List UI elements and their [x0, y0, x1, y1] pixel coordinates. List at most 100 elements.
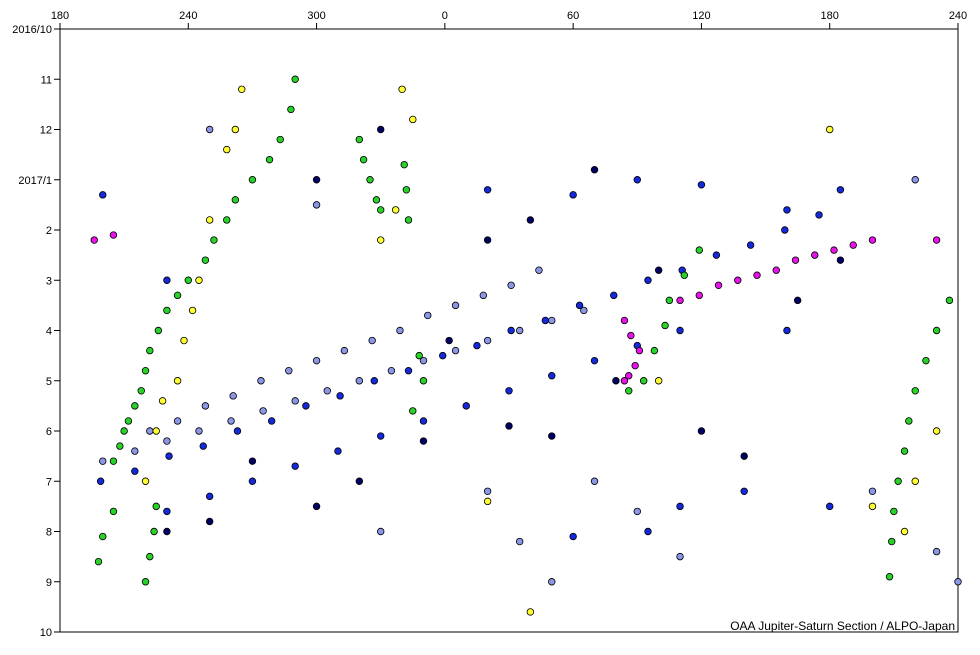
point — [625, 372, 633, 380]
point — [746, 241, 755, 249]
point — [312, 201, 321, 209]
point — [640, 377, 648, 385]
point — [932, 326, 941, 335]
point — [830, 246, 838, 254]
point — [905, 417, 913, 425]
point — [285, 367, 293, 375]
x-tick-label: 240 — [949, 10, 967, 22]
y-tick-label: 6 — [46, 426, 52, 438]
point — [163, 437, 171, 445]
point — [312, 176, 321, 184]
point — [868, 236, 877, 244]
x-tick-label: 60 — [567, 10, 579, 22]
point — [368, 336, 376, 345]
point — [398, 85, 406, 93]
x-tick-label: 240 — [179, 10, 197, 22]
y-tick-label: 2 — [46, 225, 52, 237]
point — [291, 75, 299, 83]
point — [146, 552, 154, 561]
y-tick-label: 2017/1 — [18, 175, 52, 187]
point — [633, 176, 641, 184]
point — [676, 502, 684, 511]
point — [654, 377, 663, 385]
point — [590, 165, 599, 174]
point — [631, 361, 639, 370]
point — [575, 301, 584, 310]
point — [150, 527, 158, 536]
point — [302, 402, 310, 410]
point — [173, 377, 182, 385]
x-tick-label: 0 — [442, 10, 448, 22]
point — [740, 452, 748, 460]
point — [535, 266, 543, 274]
point — [911, 387, 919, 395]
point — [131, 467, 139, 475]
point — [676, 296, 684, 305]
point — [644, 276, 652, 284]
point — [229, 392, 237, 400]
point — [99, 457, 107, 465]
point — [826, 502, 834, 511]
point — [885, 573, 894, 581]
point — [697, 181, 706, 189]
point — [424, 311, 432, 320]
point — [714, 281, 723, 289]
point — [387, 367, 396, 375]
point — [712, 251, 721, 259]
point — [890, 507, 898, 516]
point — [541, 316, 550, 325]
point — [419, 377, 428, 385]
point — [184, 276, 192, 284]
point — [697, 427, 706, 435]
point — [165, 452, 173, 460]
point — [238, 85, 246, 93]
point — [259, 407, 267, 415]
point — [340, 346, 349, 355]
point — [223, 145, 231, 154]
point — [610, 291, 618, 300]
point — [419, 356, 428, 365]
point — [836, 186, 845, 194]
point — [900, 447, 909, 455]
point — [377, 206, 385, 214]
point — [359, 155, 368, 164]
point — [210, 236, 218, 244]
point — [124, 417, 133, 425]
point — [462, 402, 470, 410]
point — [99, 191, 107, 199]
point — [173, 291, 182, 300]
point — [248, 457, 257, 465]
y-tick-label: 3 — [46, 275, 52, 287]
point — [590, 356, 599, 365]
point — [954, 578, 962, 586]
point — [932, 547, 941, 556]
point — [451, 301, 460, 310]
point — [120, 427, 128, 435]
point — [836, 256, 845, 264]
point — [287, 105, 295, 114]
y-tick-label: 5 — [46, 376, 52, 388]
point — [180, 336, 188, 345]
point — [323, 387, 331, 395]
point — [932, 236, 941, 244]
point — [911, 176, 919, 184]
point — [479, 291, 488, 300]
point — [195, 276, 203, 284]
point — [131, 447, 139, 455]
point — [396, 326, 404, 335]
point — [195, 427, 203, 435]
point — [548, 432, 556, 440]
point — [334, 447, 342, 455]
point — [548, 316, 556, 325]
point — [312, 502, 321, 511]
point — [548, 372, 556, 380]
point — [791, 256, 800, 264]
point — [633, 507, 641, 516]
point — [146, 346, 154, 355]
point — [109, 457, 118, 465]
point — [146, 427, 154, 435]
point — [772, 266, 780, 274]
point — [783, 326, 791, 335]
point — [257, 377, 265, 385]
point — [291, 462, 299, 470]
